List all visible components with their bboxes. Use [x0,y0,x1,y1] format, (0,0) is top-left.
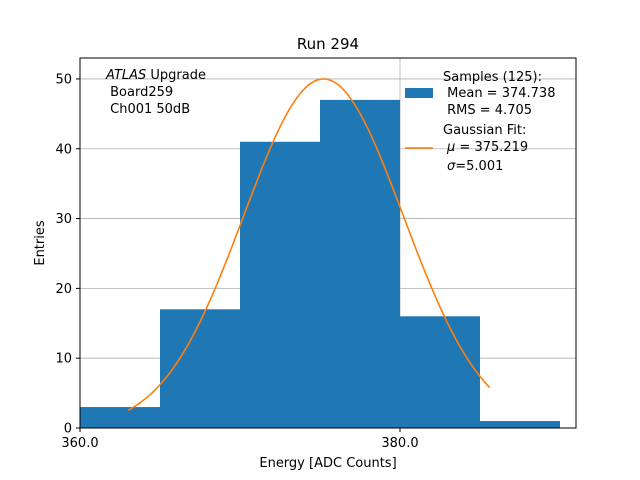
x-tick-label: 360.0 [61,436,98,451]
y-tick-label: 20 [55,282,72,297]
legend-fit-sigma-symbol: σ [447,159,456,174]
legend-samples-line-1: Samples (125): [443,70,542,85]
legend-fit-mu-symbol: μ [446,140,455,155]
legend-fit-line-2: μ = 375.219 [446,140,528,155]
chart-title: Run 294 [297,35,359,53]
legend-samples-line-2: Mean = 374.738 [443,86,555,101]
histogram-bar [240,141,320,428]
annotation-line-1: ATLAS Upgrade [105,68,206,83]
fit-curve [127,78,491,412]
annotation-line-2: Board259 [106,85,173,100]
histogram-bars [80,99,560,429]
gaussian-fit [127,78,491,412]
y-tick-label: 0 [64,422,72,437]
legend: Samples (125): Mean = 374.738 RMS = 4.70… [405,70,555,174]
y-tick-label: 40 [55,142,72,157]
x-axis-label: Energy [ADC Counts] [259,456,396,471]
annotation-block: ATLAS Upgrade Board259 Ch001 50dB [105,68,206,117]
annotation-atlas: ATLAS [105,68,146,83]
legend-fit-line-3: σ=5.001 [447,159,503,174]
legend-samples-line-3: RMS = 4.705 [443,103,532,118]
y-tick-label: 10 [55,352,72,367]
y-tick-label: 50 [55,72,72,87]
histogram-bar [80,407,160,428]
histogram-bar [400,316,480,428]
legend-fit-line-1: Gaussian Fit: [443,123,526,138]
axis-ticks: 0 10 20 30 40 50 360.0 380.0 [55,72,418,451]
x-tick-label: 380.0 [381,436,418,451]
legend-fit-mu-value: = 375.219 [455,140,528,155]
plot-frame [79,57,577,429]
histogram-bar [480,421,560,428]
y-axis-label: Entries [33,220,48,266]
histogram-bar [320,99,400,429]
legend-samples-swatch [405,88,433,98]
annotation-line-3: Ch001 50dB [106,102,190,117]
y-tick-label: 30 [55,212,72,227]
annotation-upgrade: Upgrade [146,68,206,83]
legend-fit-sigma-value: =5.001 [455,159,503,174]
